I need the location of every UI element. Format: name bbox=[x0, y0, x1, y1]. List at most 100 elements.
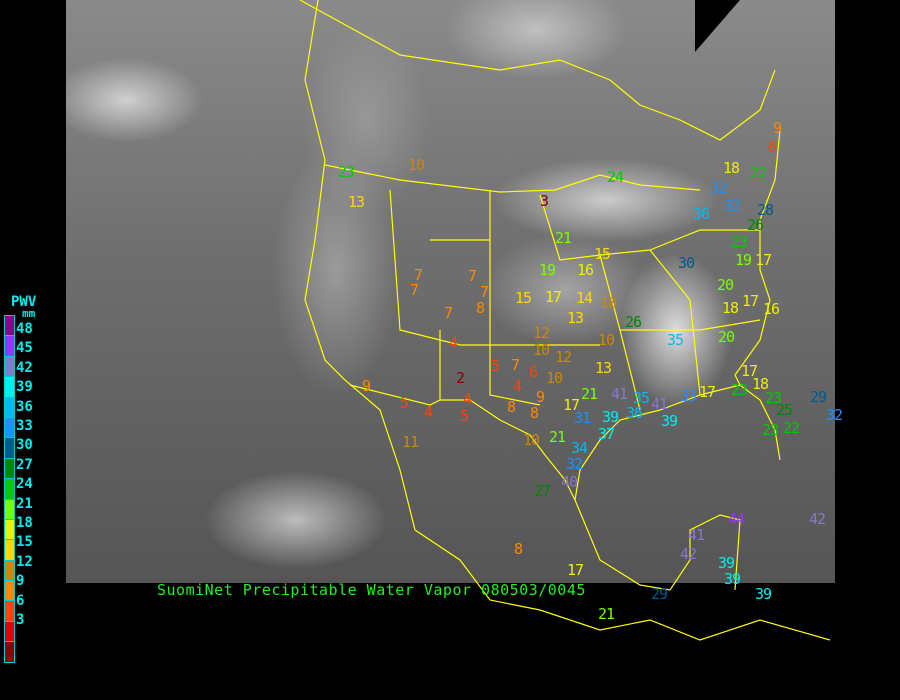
station-pwv-value: 5 bbox=[400, 394, 409, 412]
state-lines bbox=[389, 189, 761, 411]
station-pwv-value: 6 bbox=[529, 363, 538, 381]
station-pwv-value: 21 bbox=[555, 229, 572, 247]
station-pwv-value: 17 bbox=[742, 292, 759, 310]
colorbar-tick-label: 6 bbox=[16, 592, 25, 609]
station-pwv-value: 23 bbox=[762, 421, 779, 439]
colorbar-segment bbox=[4, 539, 15, 560]
colorbar-tick-label: 36 bbox=[16, 398, 33, 415]
colorbar-segment bbox=[4, 498, 15, 519]
colorbar-segment bbox=[4, 396, 15, 417]
station-pwv-value: 16 bbox=[763, 300, 780, 318]
station-pwv-value: 21 bbox=[581, 385, 598, 403]
station-pwv-value: 20 bbox=[717, 276, 734, 294]
station-pwv-value: 7 bbox=[511, 356, 520, 374]
station-pwv-value: 17 bbox=[755, 251, 772, 269]
station-pwv-value: 3 bbox=[540, 192, 549, 210]
colorbar-segment bbox=[4, 315, 15, 336]
station-pwv-value: 4 bbox=[513, 377, 522, 395]
colorbar-segment bbox=[4, 580, 15, 601]
station-pwv-value: 25 bbox=[776, 401, 793, 419]
west-coast bbox=[304, 0, 416, 531]
station-pwv-value: 39 bbox=[718, 554, 735, 572]
station-pwv-value: 18 bbox=[752, 375, 769, 393]
colorbar-tick-label: 12 bbox=[16, 553, 33, 570]
station-pwv-value: 7 bbox=[444, 304, 453, 322]
station-pwv-value: 2 bbox=[456, 369, 465, 387]
station-pwv-value: 12 bbox=[555, 348, 572, 366]
colorbar-segment bbox=[4, 355, 15, 377]
station-pwv-value: 4 bbox=[449, 334, 458, 352]
station-pwv-value: 31 bbox=[574, 409, 591, 427]
colorbar-segment bbox=[4, 518, 15, 540]
station-pwv-value: 16 bbox=[577, 261, 594, 279]
station-pwv-value: 8 bbox=[507, 398, 516, 416]
station-pwv-value: 10 bbox=[598, 331, 615, 349]
colorbar-segment bbox=[4, 600, 15, 621]
station-pwv-value: 4 bbox=[424, 403, 433, 421]
station-pwv-value: 33 bbox=[680, 387, 697, 405]
mexico-border bbox=[349, 384, 576, 501]
station-pwv-value: 17 bbox=[741, 362, 758, 380]
station-pwv-value: 4 bbox=[463, 390, 472, 408]
station-pwv-value: 21 bbox=[549, 428, 566, 446]
station-pwv-value: 5 bbox=[491, 357, 500, 375]
station-pwv-value: 42 bbox=[680, 545, 697, 563]
station-pwv-value: 35 bbox=[667, 331, 684, 349]
colorbar-tick-label: 18 bbox=[16, 515, 33, 531]
colorbar-tick-label: 21 bbox=[16, 495, 33, 512]
station-pwv-value: 42 bbox=[809, 510, 826, 528]
station-pwv-value: 24 bbox=[607, 168, 624, 186]
station-pwv-value: 11 bbox=[402, 433, 419, 451]
station-pwv-value: 21 bbox=[598, 605, 615, 623]
station-pwv-value: 41 bbox=[651, 395, 668, 413]
station-pwv-value: 22 bbox=[750, 164, 767, 182]
station-pwv-value: 18 bbox=[722, 299, 739, 317]
station-pwv-value: 32 bbox=[710, 179, 727, 197]
station-pwv-value: 10 bbox=[533, 341, 550, 359]
colorbar-tick-label: 48 bbox=[16, 321, 33, 337]
station-pwv-value: 7 bbox=[410, 281, 419, 299]
station-pwv-value: 23 bbox=[731, 381, 748, 399]
station-pwv-value: 29 bbox=[810, 388, 827, 406]
station-pwv-value: 39 bbox=[755, 585, 772, 603]
station-pwv-value: 6 bbox=[768, 138, 777, 156]
colorbar-unit: mm bbox=[22, 307, 36, 320]
colorbar-segment bbox=[4, 437, 15, 458]
station-pwv-value: 10 bbox=[408, 156, 425, 174]
station-pwv-value: 23 bbox=[765, 389, 782, 407]
station-pwv-value: 36 bbox=[693, 205, 710, 223]
colorbar-segment bbox=[4, 335, 15, 356]
colorbar-tick-label: 3 bbox=[16, 612, 25, 628]
station-pwv-value: 17 bbox=[545, 288, 562, 306]
station-pwv-value: 19 bbox=[735, 251, 752, 269]
station-pwv-value: 5 bbox=[460, 407, 469, 425]
station-pwv-value: 41 bbox=[611, 385, 628, 403]
station-pwv-value: 26 bbox=[747, 216, 764, 234]
station-pwv-value: 23 bbox=[338, 163, 355, 181]
colorbar-tick-label: 30 bbox=[16, 437, 33, 454]
gulf-coast bbox=[574, 384, 781, 501]
station-pwv-value: 34 bbox=[571, 439, 588, 457]
no-data-region bbox=[695, 0, 740, 52]
colorbar-tick-label: 42 bbox=[16, 359, 33, 376]
station-pwv-value: 13 bbox=[348, 193, 365, 211]
station-pwv-value: 20 bbox=[718, 328, 735, 346]
colorbar-tick-label: 39 bbox=[16, 379, 33, 396]
colorbar-tick-label: 9 bbox=[16, 573, 25, 590]
colorbar-segment bbox=[4, 641, 15, 663]
east-coast bbox=[734, 129, 781, 386]
station-pwv-value: 9 bbox=[362, 377, 371, 395]
station-pwv-value: 8 bbox=[476, 299, 485, 317]
station-pwv-value: 44 bbox=[728, 510, 745, 528]
mexico-coast bbox=[414, 529, 831, 641]
station-pwv-value: 7 bbox=[480, 283, 489, 301]
colorbar-tick-label: 24 bbox=[16, 476, 33, 493]
station-pwv-value: 13 bbox=[567, 309, 584, 327]
station-pwv-value: 29 bbox=[651, 585, 668, 603]
station-pwv-value: 27 bbox=[534, 482, 551, 500]
station-pwv-value: 8 bbox=[530, 404, 539, 422]
satellite-image bbox=[66, 0, 835, 583]
station-pwv-value: 32 bbox=[566, 455, 583, 473]
